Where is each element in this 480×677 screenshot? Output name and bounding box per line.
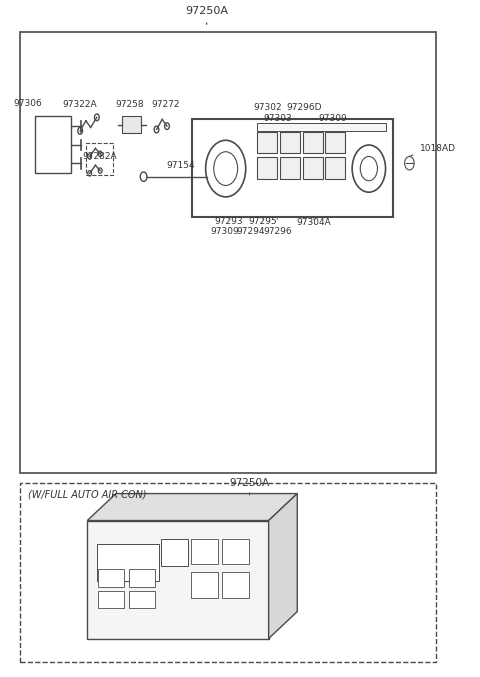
Bar <box>86 143 113 175</box>
Bar <box>325 157 346 179</box>
Bar <box>302 131 323 153</box>
Text: 97296: 97296 <box>263 227 291 236</box>
Text: (W/FULL AUTO AIR CON): (W/FULL AUTO AIR CON) <box>28 489 146 500</box>
Text: 97294: 97294 <box>236 227 265 236</box>
Polygon shape <box>87 494 297 521</box>
Bar <box>325 131 346 153</box>
Text: 97250A: 97250A <box>229 478 270 488</box>
Text: 1018AD: 1018AD <box>420 144 456 153</box>
Text: 97293: 97293 <box>215 217 243 226</box>
Text: 97304A: 97304A <box>297 219 331 227</box>
Bar <box>129 569 155 586</box>
Bar <box>257 131 277 153</box>
Bar <box>21 483 436 662</box>
Bar <box>97 544 159 582</box>
Text: 97309: 97309 <box>319 114 348 123</box>
Text: 97303: 97303 <box>264 114 292 123</box>
Bar <box>257 157 277 179</box>
Text: 97296D: 97296D <box>287 103 322 112</box>
Bar <box>129 590 155 608</box>
Bar <box>222 539 249 565</box>
Bar <box>161 539 188 566</box>
Text: 97258: 97258 <box>115 100 144 109</box>
Bar <box>302 157 323 179</box>
Text: 97282A: 97282A <box>82 152 117 160</box>
Bar <box>222 573 249 598</box>
Bar <box>257 123 385 131</box>
Bar <box>98 590 124 608</box>
Text: 97250A: 97250A <box>185 6 228 16</box>
Bar <box>87 521 269 638</box>
Bar <box>280 131 300 153</box>
Bar <box>192 119 393 217</box>
Text: 97322A: 97322A <box>63 100 97 109</box>
Text: 97306: 97306 <box>13 99 42 108</box>
Text: 97295: 97295 <box>249 217 277 226</box>
Bar <box>35 116 71 173</box>
Bar <box>280 157 300 179</box>
Text: 97272: 97272 <box>152 100 180 109</box>
Bar <box>98 569 124 586</box>
Bar <box>192 573 217 598</box>
Bar <box>192 539 217 565</box>
Text: 97302: 97302 <box>253 103 282 112</box>
Bar <box>122 116 141 133</box>
Text: 97309: 97309 <box>210 227 239 236</box>
Text: 97154: 97154 <box>166 161 195 170</box>
Polygon shape <box>269 494 297 638</box>
Bar <box>21 32 436 473</box>
